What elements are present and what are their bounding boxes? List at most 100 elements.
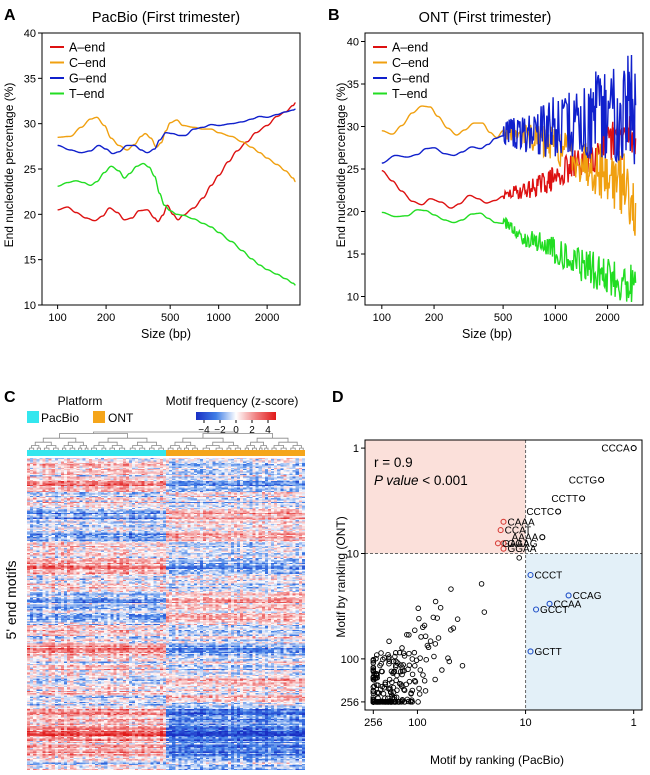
legend-label: A–end bbox=[69, 41, 105, 55]
dendrogram-branch bbox=[43, 447, 50, 450]
x-tick-label: 500 bbox=[161, 312, 179, 324]
legend-label: C–end bbox=[392, 56, 429, 70]
dendrogram-branch bbox=[62, 447, 67, 450]
motif-point bbox=[401, 686, 407, 693]
motif-point bbox=[417, 667, 424, 673]
motif-point bbox=[405, 698, 412, 705]
motif-point bbox=[370, 684, 377, 690]
colorbar-tick-label: 0 bbox=[233, 425, 239, 436]
motif-point-highlight bbox=[598, 476, 605, 483]
motif-point bbox=[389, 692, 395, 698]
platform-annotation-cell bbox=[166, 450, 305, 456]
motif-point bbox=[399, 668, 406, 674]
motif-point-highlight bbox=[527, 571, 534, 579]
motif-point bbox=[400, 650, 407, 656]
motif-point bbox=[448, 586, 454, 592]
motif-point bbox=[437, 604, 444, 611]
series-line bbox=[57, 102, 296, 223]
legend-label: G–end bbox=[392, 72, 430, 86]
motif-point bbox=[398, 681, 404, 687]
motif-point bbox=[412, 627, 418, 634]
motif-label: AAAA bbox=[512, 533, 539, 544]
panel-b-title: ONT (First trimester) bbox=[419, 10, 552, 26]
motif-point bbox=[391, 699, 398, 705]
legend-label: C–end bbox=[69, 56, 106, 70]
motif-point bbox=[439, 667, 445, 673]
motif-point-highlight bbox=[500, 545, 507, 552]
motif-point bbox=[370, 667, 377, 674]
motif-point bbox=[416, 685, 422, 692]
dendrogram-branch bbox=[28, 447, 35, 450]
dendrogram-branch bbox=[250, 441, 264, 446]
dendrogram-branch bbox=[212, 441, 234, 446]
motif-point bbox=[406, 632, 412, 638]
motif-point-highlight bbox=[630, 445, 637, 452]
motif-label: CCTG bbox=[569, 475, 598, 486]
dendrogram-branch bbox=[129, 447, 136, 450]
motif-point bbox=[415, 699, 421, 705]
motif-label: GGAA bbox=[508, 544, 537, 555]
motif-point bbox=[401, 653, 408, 659]
y-tick-label: 40 bbox=[347, 37, 359, 49]
series-line bbox=[57, 116, 296, 183]
dendrogram-branch bbox=[59, 433, 128, 439]
motif-point bbox=[434, 615, 440, 621]
p-value-label: P value bbox=[374, 473, 419, 488]
y-tick-label: 35 bbox=[347, 79, 359, 91]
colorbar-gradient bbox=[196, 412, 276, 420]
motif-point bbox=[388, 668, 395, 675]
motif-point bbox=[386, 660, 392, 667]
legend-label: T–end bbox=[69, 87, 104, 101]
motif-point bbox=[392, 650, 399, 656]
series-line bbox=[57, 108, 296, 155]
motif-point bbox=[446, 658, 453, 665]
x-tick-label: 2000 bbox=[595, 312, 619, 324]
dendrogram-branch bbox=[158, 447, 164, 450]
panel-a-xlabel: Size (bp) bbox=[141, 327, 191, 341]
motif-point bbox=[417, 655, 423, 661]
panel-d-regions bbox=[365, 440, 642, 710]
dendrogram-branch bbox=[107, 437, 148, 443]
motif-point bbox=[394, 672, 400, 679]
y-tick-label: 20 bbox=[24, 209, 36, 221]
motif-point bbox=[418, 634, 424, 640]
platform-legend-title: Platform bbox=[58, 394, 103, 408]
motif-label: CCCA bbox=[601, 444, 630, 455]
dendrogram-branch bbox=[174, 441, 192, 446]
motif-label: CCCT bbox=[535, 571, 563, 582]
dendrogram-branch bbox=[93, 431, 239, 434]
dendrogram-branch bbox=[137, 441, 157, 446]
motif-point-highlight bbox=[527, 648, 534, 655]
motif-point bbox=[403, 681, 410, 688]
motif-point bbox=[427, 638, 434, 644]
motif-point bbox=[416, 691, 423, 697]
dendrogram-branch bbox=[90, 447, 98, 450]
legend-label: G–end bbox=[69, 72, 107, 86]
motif-point-highlight bbox=[565, 592, 572, 599]
dendrogram-branch bbox=[215, 447, 223, 450]
panel-a: A PacBio (First trimester) Size (bp) End… bbox=[2, 7, 301, 341]
panel-d-ylabel: Motif by ranking (ONT) bbox=[334, 516, 348, 637]
motif-point bbox=[391, 668, 398, 675]
motif-point bbox=[401, 687, 408, 694]
motif-point bbox=[478, 581, 485, 587]
p-value-annotation: P value < 0.001 bbox=[374, 473, 468, 488]
colorbar: −4 −2 0 2 4 bbox=[196, 412, 276, 436]
dendrogram-branch bbox=[264, 447, 269, 450]
dendrogram-branch bbox=[256, 437, 289, 443]
colorbar-tick-label: −2 bbox=[214, 425, 226, 436]
motif-point bbox=[389, 679, 395, 686]
dendrogram-branch bbox=[78, 447, 83, 450]
dendrogram-branch bbox=[234, 447, 242, 450]
motif-point bbox=[399, 671, 405, 678]
motif-point bbox=[415, 605, 421, 612]
panel-b: B ONT (First trimester) Size (bp) End nu… bbox=[328, 7, 644, 341]
motif-point bbox=[408, 690, 414, 696]
panel-d: D 256 256 100 100 10 10 1 1 CCCA CCTG CCTT CCTC AAA… bbox=[332, 389, 643, 767]
platform-ont-label: ONT bbox=[108, 411, 134, 425]
dendrogram-branch bbox=[149, 447, 155, 450]
dendrogram-branch bbox=[42, 437, 77, 443]
motif-point bbox=[422, 688, 429, 694]
